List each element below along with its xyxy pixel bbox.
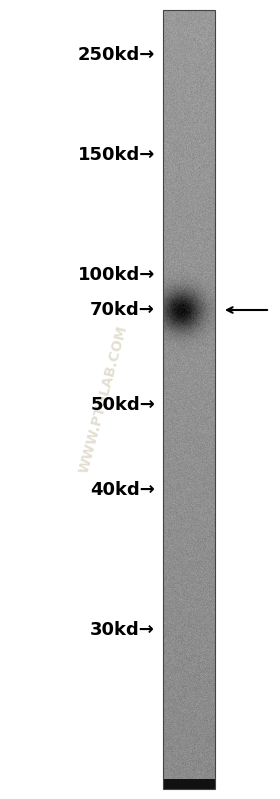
Text: 40kd→: 40kd→ — [90, 481, 155, 499]
Text: WWW.PTGLAB.COM: WWW.PTGLAB.COM — [77, 324, 130, 475]
Bar — [163, 779, 215, 789]
Text: 50kd→: 50kd→ — [90, 396, 155, 414]
Text: 70kd→: 70kd→ — [90, 301, 155, 319]
Text: 30kd→: 30kd→ — [90, 621, 155, 639]
Text: 150kd→: 150kd→ — [78, 146, 155, 164]
Bar — [163, 10, 215, 789]
Text: 250kd→: 250kd→ — [78, 46, 155, 64]
Text: 100kd→: 100kd→ — [78, 266, 155, 284]
